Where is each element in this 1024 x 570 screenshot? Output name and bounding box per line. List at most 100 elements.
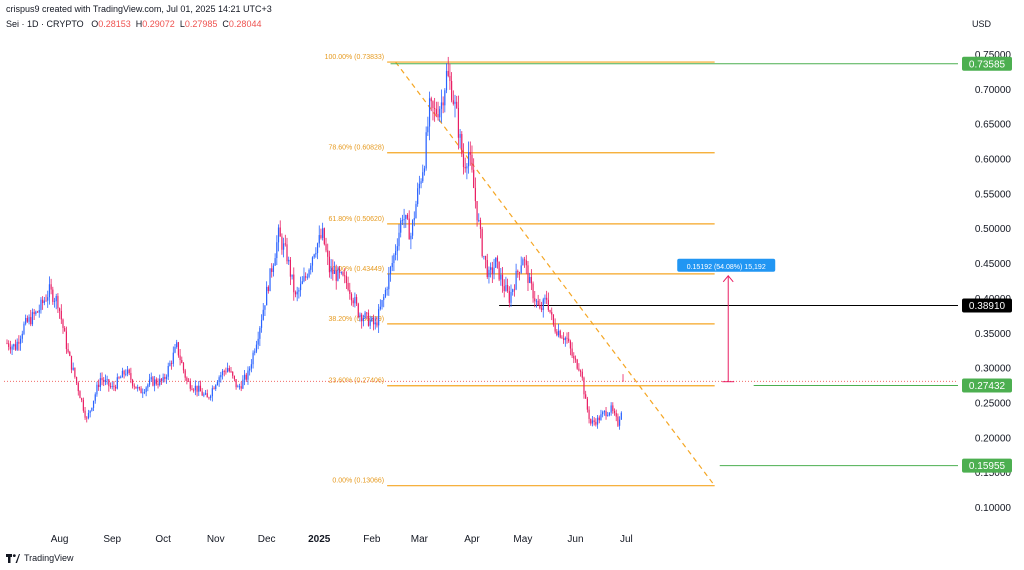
candle-body — [379, 306, 381, 310]
candle-body — [23, 323, 25, 334]
candle-body — [622, 380, 624, 382]
candle-body — [145, 387, 147, 393]
candle-body — [113, 386, 115, 388]
candle-body — [67, 349, 69, 352]
candle-body — [615, 413, 617, 417]
candle-body — [81, 398, 83, 401]
candle-body — [491, 267, 493, 274]
candle-body — [167, 365, 169, 377]
candle-body — [247, 370, 249, 380]
fib-level-label: 0.00% (0.13066) — [332, 478, 384, 485]
candle-body — [488, 269, 490, 278]
candle-body — [262, 309, 264, 320]
candle-body — [425, 132, 427, 169]
candle-body — [128, 369, 130, 374]
candle-body — [215, 385, 217, 390]
candle-body — [466, 166, 468, 169]
candle-body — [440, 102, 443, 109]
candle-body — [159, 378, 161, 385]
candle-body — [227, 368, 229, 372]
candle-body — [430, 98, 432, 102]
candle-body — [529, 276, 531, 283]
candle-body — [223, 371, 225, 372]
candle-body — [605, 410, 607, 417]
candle-body — [191, 388, 193, 390]
candle-body — [366, 312, 368, 314]
candle-body — [330, 267, 332, 273]
candle-body — [389, 267, 392, 274]
candle-body — [169, 363, 171, 366]
candle-body — [179, 355, 181, 361]
candle-body — [557, 330, 560, 336]
candle-body — [115, 386, 117, 389]
candle-body — [518, 272, 521, 274]
candle-body — [150, 377, 152, 380]
candle-body — [284, 243, 286, 245]
candle-body — [574, 358, 577, 360]
candle-body — [600, 414, 602, 421]
candle-body — [434, 107, 436, 110]
candle-body — [140, 388, 142, 394]
candle-body — [405, 215, 407, 220]
candle-body — [520, 265, 522, 273]
candle-body — [289, 259, 291, 277]
candle-body — [189, 381, 191, 389]
candle-body — [257, 338, 259, 345]
candle-body — [498, 261, 500, 280]
candle-body — [75, 377, 78, 383]
candle-body — [432, 101, 434, 108]
candle-body — [335, 270, 337, 281]
candle-body — [228, 368, 230, 372]
candle-body — [276, 242, 278, 259]
candle-body — [252, 352, 254, 365]
candle-body — [342, 272, 344, 276]
candle-body — [30, 317, 32, 325]
candle-body — [483, 255, 485, 257]
candle-body — [184, 370, 186, 378]
candle-body — [439, 108, 441, 118]
candle-body — [264, 305, 266, 310]
candle-body — [388, 273, 390, 290]
candle-body — [449, 75, 451, 81]
x-tick-label: Sep — [103, 534, 121, 545]
footer-brand: TradingView — [6, 553, 74, 563]
candle-body — [490, 267, 492, 270]
candle-body — [98, 384, 100, 388]
candle-body — [479, 219, 482, 230]
candle-body — [279, 227, 281, 237]
price-tag-box — [962, 378, 1012, 393]
price-tag-box — [962, 458, 1012, 473]
candle-body — [537, 300, 539, 306]
candle-body — [194, 385, 196, 391]
candle-body — [593, 420, 595, 422]
candle-body — [137, 387, 139, 389]
candle-body — [569, 341, 572, 349]
candle-body — [561, 337, 563, 339]
candle-body — [47, 297, 49, 301]
candle-body — [126, 369, 129, 374]
x-tick-label: Feb — [363, 534, 381, 545]
candle-body — [578, 368, 580, 371]
symbol-ohlc-legend: Sei · 1D · CRYPTO O0.28153 H0.29072 L0.2… — [6, 19, 261, 29]
candle-body — [484, 255, 487, 261]
candle-body — [493, 267, 495, 274]
candle-body — [398, 232, 400, 247]
candle-body — [607, 415, 609, 417]
candle-body — [542, 299, 544, 310]
candle-body — [242, 379, 244, 389]
candle-body — [130, 373, 132, 380]
candle-body — [123, 370, 125, 375]
candle-body — [216, 381, 219, 386]
candle-body — [513, 289, 516, 291]
candle-body — [35, 311, 37, 315]
candle-body — [339, 268, 341, 273]
candle-body — [617, 416, 619, 426]
candle-body — [410, 235, 412, 240]
candle-body — [52, 289, 54, 302]
candle-body — [603, 410, 605, 413]
open-label: O — [91, 19, 99, 29]
candle-body — [585, 394, 587, 399]
measure-arrow-head — [722, 275, 734, 283]
candle-body — [230, 371, 232, 372]
